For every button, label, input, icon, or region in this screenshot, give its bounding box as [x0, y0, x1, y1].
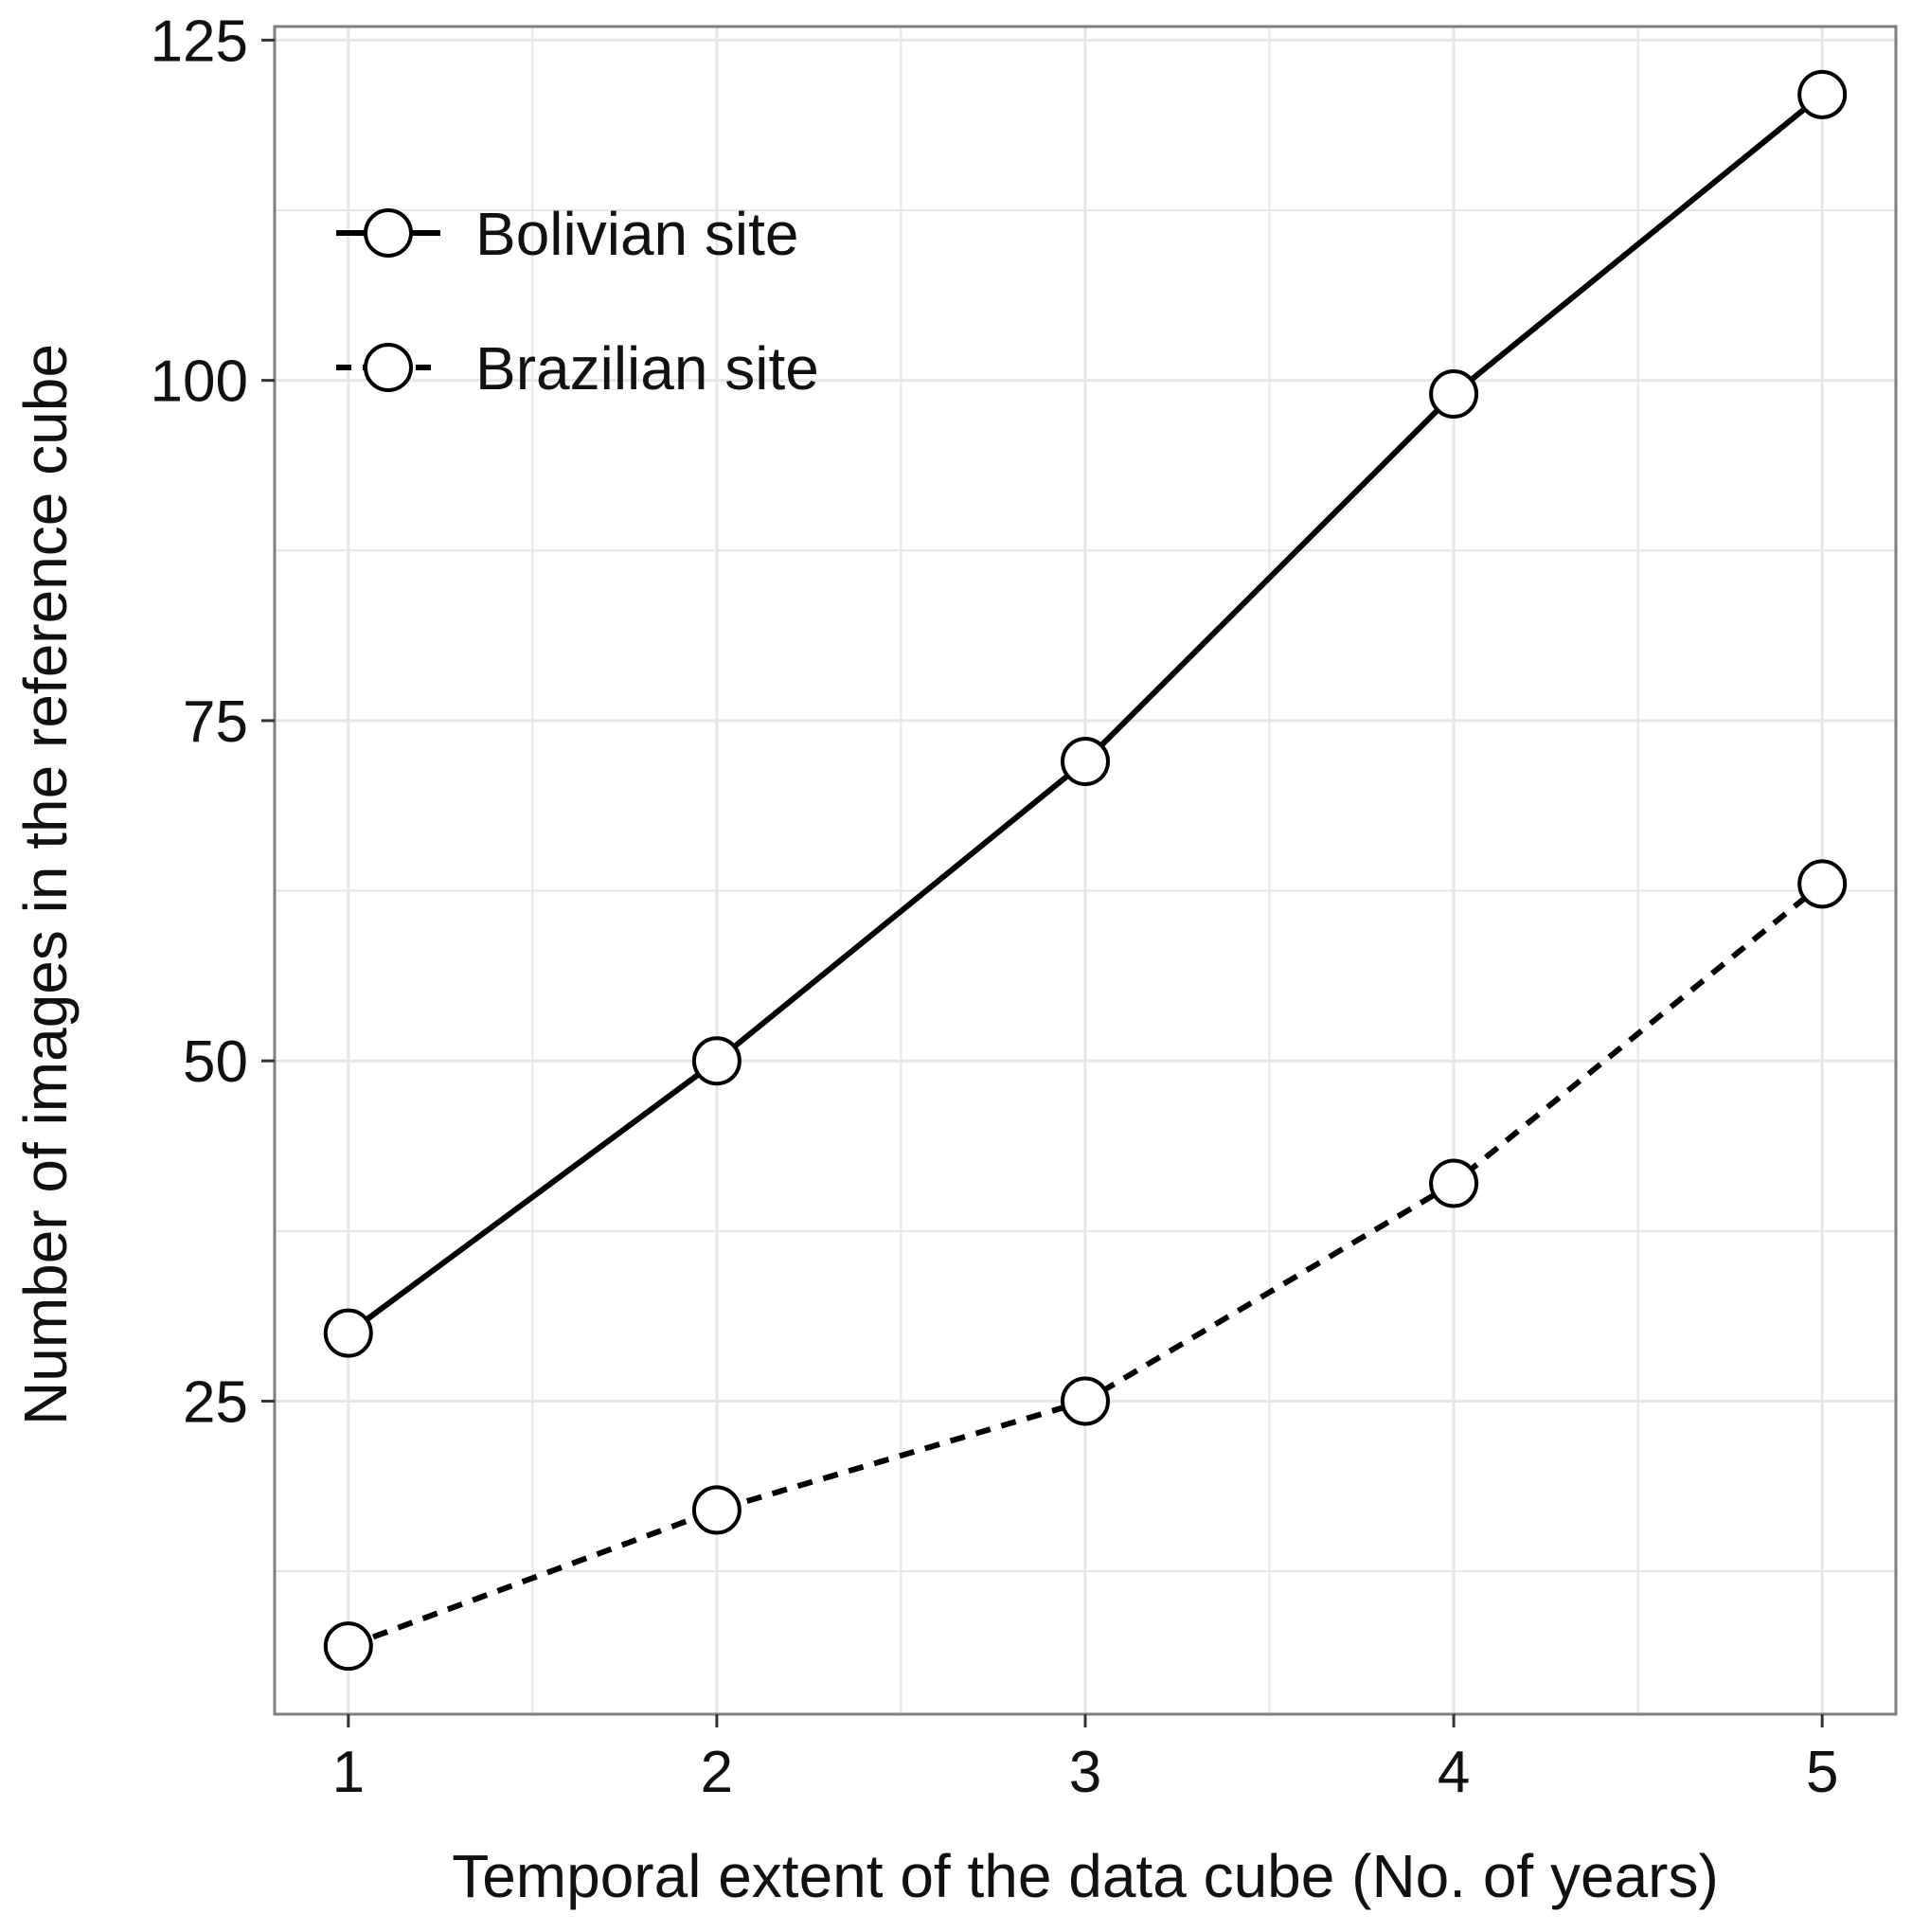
data-point	[691, 1036, 742, 1086]
data-point	[1797, 69, 1848, 119]
y-tick-label: 50	[183, 1029, 248, 1095]
grid-lines	[275, 27, 1896, 1714]
axes: 1 2 3 4 5 25 50 75 100 125	[151, 9, 1839, 1805]
data-point	[1061, 1376, 1110, 1426]
data-point	[1429, 369, 1479, 420]
legend-label: Brazilian site	[475, 334, 819, 402]
y-axis-label: Number of images in the reference cube	[11, 344, 80, 1425]
x-tick-label: 4	[1438, 1740, 1470, 1805]
y-tick-label: 25	[183, 1369, 248, 1435]
data-point	[1429, 1158, 1479, 1208]
y-tick-label: 100	[151, 349, 248, 415]
x-tick-label: 1	[332, 1740, 365, 1805]
data-point	[323, 1308, 373, 1358]
data-point	[323, 1621, 373, 1672]
data-point	[1797, 859, 1848, 909]
legend-marker	[364, 208, 413, 258]
data-point	[1061, 737, 1110, 787]
data-point	[691, 1485, 742, 1535]
series-bolivian-site	[323, 69, 1848, 1358]
legend-marker	[364, 343, 413, 392]
x-tick-label: 3	[1069, 1740, 1101, 1805]
y-tick-label: 125	[151, 9, 248, 74]
legend: Bolivian site Brazilian site	[336, 200, 819, 402]
x-axis-label: Temporal extent of the data cube (No. of…	[452, 1842, 1719, 1910]
x-tick-label: 5	[1806, 1740, 1838, 1805]
series-brazilian-site	[323, 859, 1848, 1672]
y-tick-label: 75	[183, 689, 248, 755]
x-tick-label: 2	[701, 1740, 733, 1805]
series-group	[323, 69, 1848, 1672]
legend-label: Bolivian site	[475, 200, 799, 268]
